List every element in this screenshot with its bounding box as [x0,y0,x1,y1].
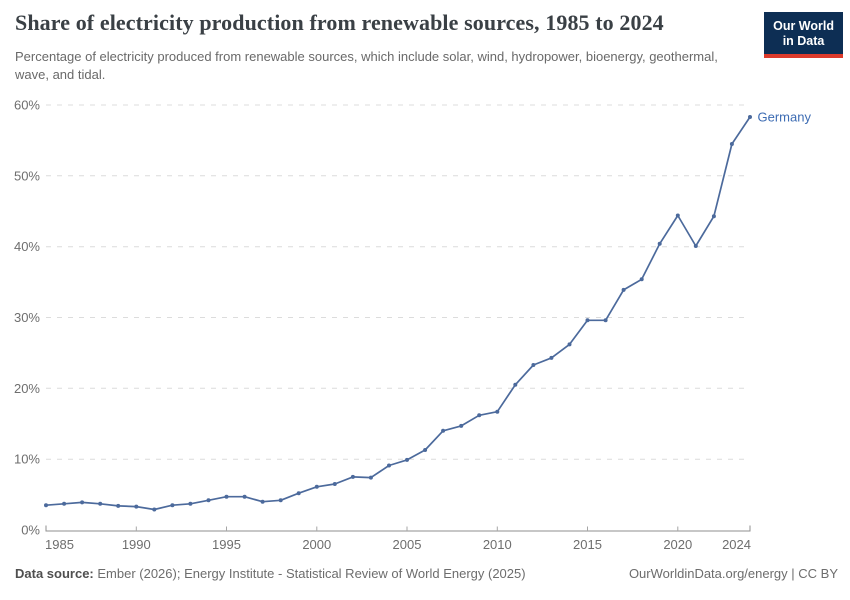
data-point[interactable] [549,355,554,360]
y-tick-label: 10% [14,452,40,467]
data-point[interactable] [260,499,265,504]
data-point[interactable] [350,474,355,479]
owid-logo[interactable]: Our World in Data [764,12,843,58]
data-point[interactable] [134,504,139,509]
data-point[interactable] [44,503,48,508]
x-tick-label: 2010 [483,537,512,552]
entity-label[interactable]: Germany [758,110,812,125]
credit-link[interactable]: OurWorldinData.org/energy | CC BY [628,566,838,581]
data-point[interactable] [639,277,644,282]
x-tick-label: 2024 [722,537,751,552]
data-point[interactable] [585,318,590,323]
data-point[interactable] [693,244,698,248]
x-tick-label: 1990 [122,537,151,552]
data-point[interactable] [441,428,446,433]
x-tick-label: 2015 [573,537,602,552]
page-title: Share of electricity production from ren… [15,10,664,35]
data-point[interactable] [152,507,157,512]
x-tick-label: 1995 [212,537,241,552]
data-point[interactable] [314,484,319,489]
data-point[interactable] [80,500,85,505]
y-tick-label: 50% [14,168,40,183]
data-point[interactable] [657,241,662,246]
data-point[interactable] [531,363,536,367]
owid-logo-line1: Our World [773,19,834,33]
x-tick-label: 2000 [302,537,331,552]
data-point[interactable] [405,457,409,462]
y-tick-label: 0% [21,523,40,538]
data-point[interactable] [62,501,67,506]
data-point[interactable] [423,448,428,452]
data-point[interactable] [567,342,572,347]
data-point[interactable] [278,498,283,503]
data-point[interactable] [116,503,121,508]
data-point[interactable] [748,115,752,119]
series-line[interactable] [45,116,751,511]
data-source-note: Data source: Ember (2026); Energy Instit… [15,566,526,581]
data-point[interactable] [621,287,626,292]
data-point[interactable] [729,142,734,146]
data-point[interactable] [477,413,482,418]
x-tick-label: 2020 [663,537,692,552]
y-tick-label: 60% [14,98,40,113]
data-source-text: Ember (2026); Energy Institute - Statist… [93,566,526,581]
x-tick-label: 2005 [393,537,422,552]
data-point[interactable] [332,482,337,486]
data-point[interactable] [368,475,373,480]
data-point[interactable] [206,498,211,503]
data-point[interactable] [296,491,301,496]
x-tick-label: 1985 [45,537,74,552]
data-point[interactable] [224,494,229,499]
y-tick-label: 30% [14,310,40,325]
data-point[interactable] [603,318,608,323]
data-source-label: Data source: [15,566,94,581]
data-point[interactable] [495,409,500,414]
data-point[interactable] [459,423,464,428]
data-point[interactable] [513,382,518,387]
data-point[interactable] [711,214,716,219]
data-point[interactable] [170,503,175,508]
data-point[interactable] [675,213,680,218]
y-tick-label: 20% [14,381,40,396]
y-tick-label: 40% [14,239,40,254]
data-point[interactable] [188,501,193,506]
data-point[interactable] [98,501,103,506]
data-point[interactable] [242,494,247,499]
chart-subtitle: Percentage of electricity produced from … [15,49,718,83]
data-point[interactable] [387,463,391,468]
owid-logo-line2: in Data [782,33,825,48]
